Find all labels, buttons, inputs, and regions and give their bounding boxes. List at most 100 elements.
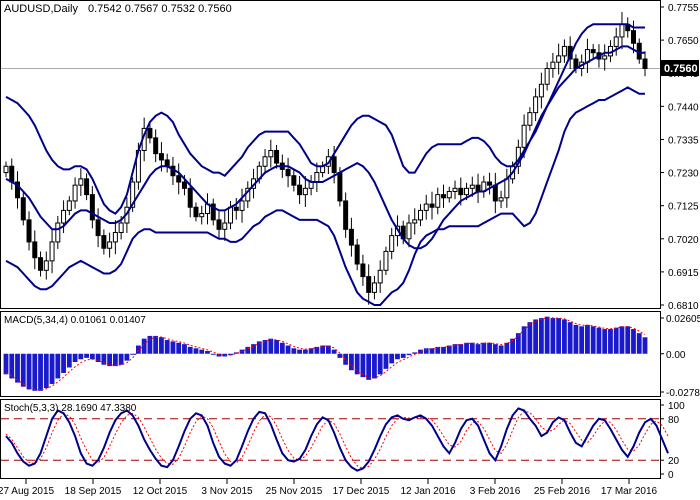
candle-body xyxy=(9,165,15,183)
macd-bar xyxy=(343,353,349,365)
macd-bar xyxy=(418,349,423,354)
candle-body xyxy=(153,137,159,155)
macd-bar xyxy=(521,326,527,354)
macd-bar xyxy=(84,353,89,358)
price-tick-label: 0.6810 xyxy=(668,301,699,312)
macd-bar xyxy=(510,338,515,354)
macd-bar xyxy=(308,348,314,354)
macd-bar xyxy=(349,353,354,371)
candle-body xyxy=(492,184,498,202)
macd-signal-line xyxy=(5,317,646,391)
macd-histogram xyxy=(3,316,648,391)
candle-body xyxy=(95,219,101,237)
macd-bar xyxy=(441,346,446,354)
candle-body xyxy=(446,190,452,199)
candle-body xyxy=(3,165,9,174)
candle-body xyxy=(158,153,164,161)
macd-bar xyxy=(164,340,170,354)
macd-bar xyxy=(585,324,590,354)
macd-bar xyxy=(619,326,625,354)
chart-symbol: AUDUSD,Daily xyxy=(4,3,78,15)
candle-body xyxy=(112,231,118,243)
stoch-signal-line xyxy=(5,410,669,470)
candle-body xyxy=(55,222,61,243)
candle-body xyxy=(84,178,90,196)
macd-tick-label: 0.02605 xyxy=(666,314,700,325)
candle-body xyxy=(239,200,245,211)
candle-body xyxy=(435,194,441,208)
date-tick-label: 27 Aug 2015 xyxy=(0,486,55,497)
macd-axis: 0.02605 0.00 -0.02786 xyxy=(660,314,700,399)
candle-body xyxy=(412,219,418,224)
macd-bar xyxy=(527,322,533,354)
stoch-tick-label: 100 xyxy=(668,401,685,412)
macd-bar xyxy=(101,353,107,365)
date-tick-label: 12 Oct 2015 xyxy=(133,486,188,497)
macd-bar xyxy=(487,342,492,354)
macd-bar xyxy=(245,346,251,354)
stoch-header: Stoch(5,3,3) 28.1690 47.3380 xyxy=(4,403,137,414)
macd-bar xyxy=(562,319,567,354)
candle-body xyxy=(26,219,32,243)
macd-bar xyxy=(262,340,268,354)
macd-bar xyxy=(360,353,366,378)
macd-bar xyxy=(78,353,84,360)
candle-body xyxy=(337,172,343,202)
candle-body xyxy=(15,181,21,199)
macd-bar xyxy=(377,353,383,375)
macd-bar xyxy=(199,349,205,354)
candle-body xyxy=(343,200,349,230)
macd-bar xyxy=(533,319,539,354)
price-tick-label: 0.7125 xyxy=(668,202,699,213)
date-tick-label: 25 Nov 2015 xyxy=(266,486,323,497)
macd-bar xyxy=(469,342,475,354)
macd-bar xyxy=(159,337,164,354)
macd-bar xyxy=(32,353,38,391)
candle-body xyxy=(118,222,124,233)
price-tick-label: 0.7755 xyxy=(668,3,699,14)
stoch-tick-label: 0 xyxy=(668,470,674,481)
candle-body xyxy=(130,181,136,208)
candle-body xyxy=(561,45,567,57)
macd-bar xyxy=(625,326,631,354)
candle-body xyxy=(366,276,372,293)
macd-bar xyxy=(291,348,297,354)
macd-bar xyxy=(613,327,619,354)
macd-tick-label: -0.02786 xyxy=(666,388,700,399)
macd-bar xyxy=(435,346,441,354)
macd-bar xyxy=(302,349,308,354)
candle-body xyxy=(521,124,527,148)
candle-body xyxy=(66,200,72,211)
stoch-tick-label: 20 xyxy=(668,456,680,467)
macd-bar xyxy=(210,353,216,355)
macd-bar xyxy=(579,326,585,354)
macd-bar xyxy=(107,353,113,367)
macd-bar xyxy=(112,353,118,367)
candle-body xyxy=(504,178,510,199)
candle-body xyxy=(331,156,337,174)
macd-bar xyxy=(366,353,372,380)
candle-body xyxy=(222,222,228,230)
candle-body xyxy=(348,228,354,246)
macd-bar xyxy=(412,352,418,354)
candle-body xyxy=(498,197,504,202)
candle-body xyxy=(32,241,38,259)
candle-body xyxy=(228,206,234,224)
price-tick-label: 0.7650 xyxy=(668,36,699,47)
macd-bar xyxy=(458,344,464,354)
macd-bar xyxy=(43,353,49,389)
macd-bar xyxy=(498,345,504,354)
candle-body xyxy=(642,58,648,69)
macd-bar xyxy=(187,346,193,354)
macd-bar xyxy=(400,353,406,358)
candle-body xyxy=(314,172,320,183)
macd-bar xyxy=(429,348,435,354)
candle-body xyxy=(233,206,239,211)
candle-body xyxy=(469,184,475,189)
macd-bar xyxy=(636,333,642,354)
macd-bar xyxy=(147,335,153,354)
macd-bar xyxy=(279,342,285,354)
candle-body xyxy=(538,83,544,98)
bollinger-lower-band xyxy=(5,86,645,306)
date-tick-label: 3 Nov 2015 xyxy=(201,486,253,497)
